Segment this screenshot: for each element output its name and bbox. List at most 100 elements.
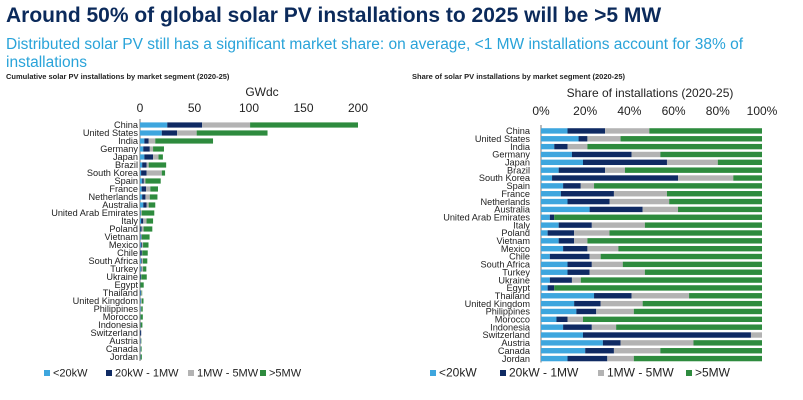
cumulative-category-label: Canada — [106, 344, 139, 354]
cumulative-bar-segment — [140, 258, 141, 264]
cumulative-bar-segment — [140, 202, 144, 208]
cumulative-bar-segment — [177, 130, 197, 136]
cumulative-bar-segment — [142, 258, 148, 264]
share-bar-segment — [622, 261, 762, 268]
share-bar-segment — [578, 136, 588, 142]
share-bar-segment — [613, 191, 667, 197]
share-bar-segment — [693, 340, 762, 346]
cumulative-bar-segment — [146, 170, 162, 176]
share-bar-segment — [644, 269, 762, 275]
cumulative-bar-segment — [167, 122, 203, 128]
share-bar-segment — [574, 300, 601, 307]
cumulative-bar-segment — [141, 242, 144, 248]
share-bar-segment — [666, 191, 762, 197]
cumulative-x-tick-label: 150 — [293, 101, 313, 115]
share-bar-segment — [563, 245, 588, 252]
share-category-label: Netherlands — [480, 197, 530, 207]
cumulative-bar-segment — [142, 162, 147, 168]
cumulative-bar-segment — [140, 298, 141, 304]
cumulative-category-label: France — [109, 184, 138, 194]
cumulative-bar-segment — [140, 154, 145, 160]
share-bar-segment — [571, 277, 581, 283]
cumulative-bar-segment — [196, 130, 268, 136]
cumulative-category-label: Vietnam — [104, 232, 138, 242]
share-bar-segment — [733, 175, 762, 181]
share-bar-segment — [563, 183, 581, 189]
cumulative-category-label: Netherlands — [88, 192, 138, 202]
cumulative-bar-segment — [141, 258, 143, 264]
cumulative-legend-label: 1MW - 5MW — [197, 368, 259, 380]
share-category-label: Mexico — [501, 244, 530, 254]
share-category-label: Australia — [494, 205, 531, 215]
share-bar-segment — [600, 253, 762, 260]
share-legend-label: >5MW — [695, 366, 731, 380]
cumulative-bar-segment — [143, 218, 147, 224]
cumulative-legend-label: >5MW — [269, 368, 302, 380]
cumulative-bar-segment — [145, 194, 150, 200]
share-category-label: South Africa — [480, 260, 530, 270]
share-bar-segment — [567, 198, 610, 205]
share-bar-segment — [631, 151, 661, 158]
cumulative-category-label: Italy — [121, 216, 138, 226]
cumulative-x-tick-label: 200 — [348, 101, 368, 115]
share-bar-segment — [541, 214, 550, 220]
share-bar-segment — [589, 253, 601, 260]
cumulative-bar-segment — [141, 210, 155, 216]
share-bar-segment — [602, 340, 621, 346]
share-bar-segment — [541, 324, 564, 330]
cumulative-bar-segment — [144, 138, 149, 144]
cumulative-bar-segment — [140, 138, 145, 144]
share-bar-segment — [567, 355, 608, 362]
share-category-label: China — [506, 126, 531, 136]
cumulative-bar-segment — [141, 298, 144, 304]
share-bar-segment — [642, 206, 679, 213]
cumulative-bar-segment — [140, 170, 142, 176]
share-bar-segment — [591, 324, 617, 330]
cumulative-legend-swatch — [106, 370, 112, 376]
share-bar-segment — [541, 136, 579, 142]
cumulative-bar-segment — [140, 130, 162, 136]
share-bar-segment — [666, 159, 718, 166]
share-bar-segment — [678, 206, 762, 213]
share-chart-title: Share of solar PV installations by marke… — [412, 72, 625, 81]
share-bar-segment — [582, 159, 667, 166]
share-x-tick-label: 20% — [573, 104, 597, 118]
cumulative-bar-segment — [140, 322, 143, 328]
share-x-tick-label: 60% — [662, 104, 686, 118]
share-bar-segment — [567, 269, 590, 275]
share-category-label: United Arab Emirates — [443, 212, 530, 222]
share-bar-segment — [587, 143, 762, 150]
cumulative-category-label: Ukraine — [106, 272, 138, 282]
share-legend-label: 1MW - 5MW — [607, 366, 674, 380]
cumulative-bar-segment — [140, 210, 142, 216]
cumulative-bar-segment — [141, 218, 144, 224]
share-bar-segment — [541, 316, 557, 323]
cumulative-legend-label: 20kW - 1MW — [115, 368, 179, 380]
cumulative-bar-segment — [140, 250, 142, 256]
cumulative-legend-swatch — [188, 370, 194, 376]
cumulative-category-label: Austria — [109, 336, 138, 346]
cumulative-bar-segment — [140, 242, 141, 248]
share-bar-segment — [574, 238, 588, 244]
share-category-label: Vietnam — [496, 236, 530, 246]
cumulative-bar-segment — [140, 290, 142, 296]
cumulative-bar-segment — [140, 146, 144, 152]
share-bar-segment — [541, 206, 590, 213]
share-bar-segment — [541, 332, 583, 338]
share-category-label: Japan — [505, 158, 530, 168]
cumulative-bar-segment — [140, 186, 142, 192]
share-legend-swatch — [500, 370, 506, 376]
cumulative-bar-segment — [143, 266, 147, 272]
share-category-label: Turkey — [502, 267, 530, 277]
cumulative-category-label: India — [118, 136, 139, 146]
cumulative-bar-segment — [145, 186, 151, 192]
cumulative-bar-segment — [141, 274, 147, 280]
cumulative-category-label: United Arab Emirates — [51, 208, 138, 218]
share-bar-segment — [541, 191, 561, 197]
share-bar-segment — [631, 293, 690, 299]
share-bar-segment — [549, 277, 572, 283]
share-category-label: Egypt — [507, 283, 531, 293]
share-legend-swatch — [598, 370, 604, 376]
cumulative-category-label: Brazil — [115, 160, 138, 170]
